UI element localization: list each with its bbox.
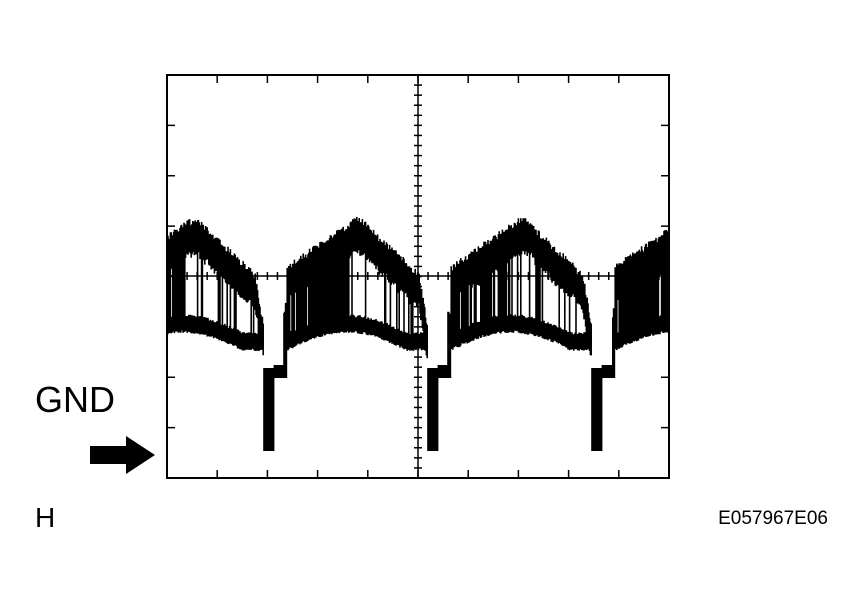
ground-arrow: [90, 436, 155, 474]
signal-waveform: [167, 216, 669, 451]
figure-id: E057967E06: [718, 508, 828, 529]
range-label: H: [35, 502, 55, 533]
ground-label: GND: [35, 379, 115, 420]
